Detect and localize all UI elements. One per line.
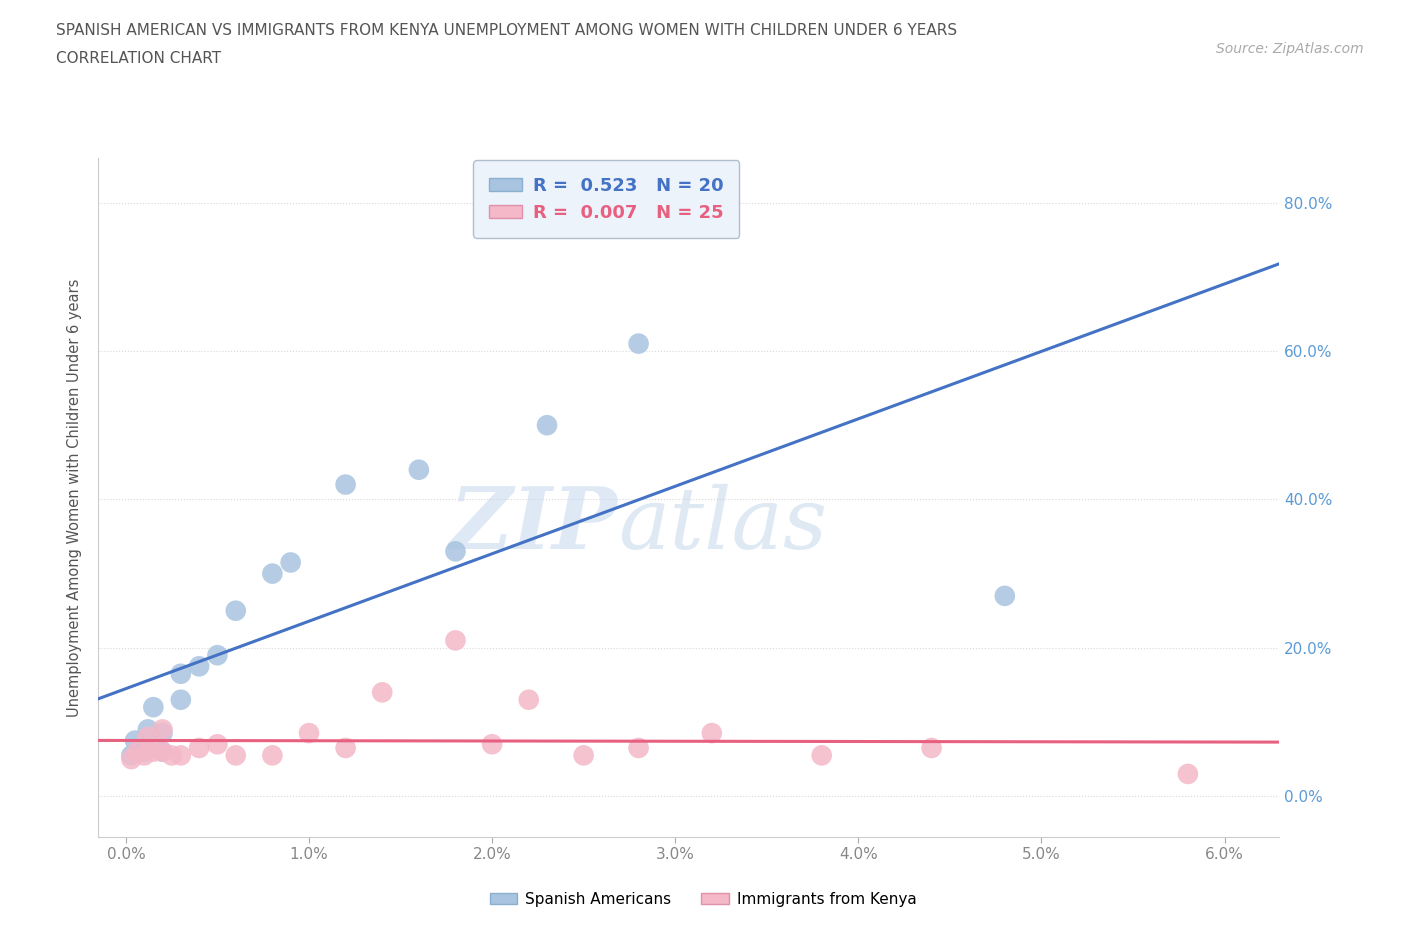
- Point: [444, 544, 467, 559]
- Point: [170, 692, 193, 707]
- Y-axis label: Unemployment Among Women with Children Under 6 years: Unemployment Among Women with Children U…: [67, 278, 83, 717]
- Point: [142, 699, 165, 714]
- Point: [627, 336, 650, 351]
- Point: [152, 725, 174, 740]
- Point: [921, 740, 943, 755]
- Point: [444, 633, 467, 648]
- Point: [225, 604, 247, 618]
- Point: [371, 684, 394, 699]
- Point: [152, 722, 174, 737]
- Point: [481, 737, 503, 751]
- Point: [188, 659, 211, 674]
- Point: [136, 729, 159, 744]
- Point: [170, 748, 193, 763]
- Point: [152, 744, 174, 759]
- Legend: R =  0.523   N = 20, R =  0.007   N = 25: R = 0.523 N = 20, R = 0.007 N = 25: [472, 160, 740, 238]
- Text: atlas: atlas: [619, 484, 827, 566]
- Point: [280, 555, 302, 570]
- Text: SPANISH AMERICAN VS IMMIGRANTS FROM KENYA UNEMPLOYMENT AMONG WOMEN WITH CHILDREN: SPANISH AMERICAN VS IMMIGRANTS FROM KENY…: [56, 23, 957, 38]
- Text: ZIP: ZIP: [450, 483, 619, 566]
- Point: [120, 748, 142, 763]
- Text: Source: ZipAtlas.com: Source: ZipAtlas.com: [1216, 42, 1364, 56]
- Point: [124, 733, 146, 748]
- Point: [262, 566, 284, 581]
- Point: [1177, 766, 1199, 781]
- Point: [142, 744, 165, 759]
- Point: [188, 740, 211, 755]
- Point: [810, 748, 832, 763]
- Point: [207, 648, 229, 663]
- Point: [994, 589, 1017, 604]
- Point: [627, 740, 650, 755]
- Point: [517, 692, 540, 707]
- Point: [134, 744, 156, 759]
- Point: [408, 462, 430, 477]
- Point: [125, 744, 148, 759]
- Point: [134, 748, 156, 763]
- Point: [207, 737, 229, 751]
- Point: [700, 725, 723, 740]
- Point: [536, 418, 558, 432]
- Point: [120, 751, 142, 766]
- Text: CORRELATION CHART: CORRELATION CHART: [56, 51, 221, 66]
- Point: [152, 744, 174, 759]
- Point: [170, 666, 193, 681]
- Point: [298, 725, 321, 740]
- Point: [136, 722, 159, 737]
- Point: [262, 748, 284, 763]
- Point: [335, 477, 357, 492]
- Point: [225, 748, 247, 763]
- Point: [160, 748, 183, 763]
- Legend: Spanish Americans, Immigrants from Kenya: Spanish Americans, Immigrants from Kenya: [484, 886, 922, 913]
- Point: [335, 740, 357, 755]
- Point: [572, 748, 595, 763]
